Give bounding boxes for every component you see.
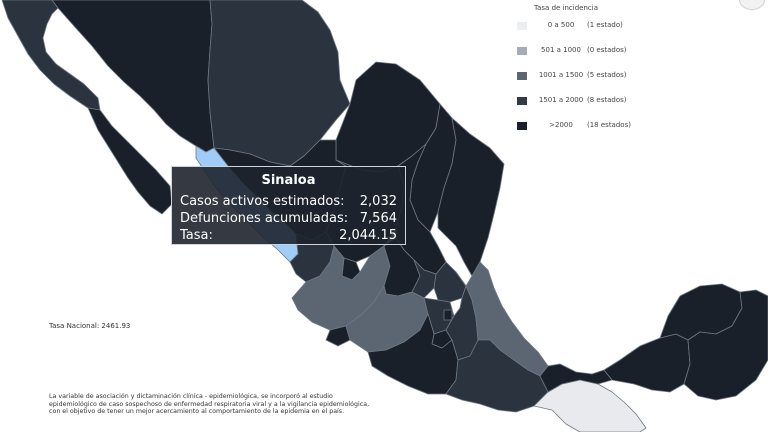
footnote: La variable de asociación y dictaminació… bbox=[49, 393, 449, 416]
legend-swatch bbox=[517, 97, 527, 105]
state-sonora[interactable] bbox=[51, 0, 215, 153]
legend-swatch bbox=[517, 122, 527, 130]
state-tooltip: Sinaloa Casos activos estimados: 2,032 D… bbox=[171, 166, 406, 245]
tooltip-label: Casos activos estimados: bbox=[180, 194, 345, 209]
legend-count: (18 estados) bbox=[587, 121, 631, 129]
legend-range: 501 a 1000 bbox=[541, 46, 581, 54]
state-colima[interactable] bbox=[325, 325, 351, 347]
tooltip-state-name: Sinaloa bbox=[261, 173, 316, 188]
state-queretaro[interactable] bbox=[411, 259, 437, 299]
tooltip-label: Defunciones acumuladas: bbox=[180, 211, 349, 226]
state-tamaulipas[interactable] bbox=[437, 117, 505, 277]
state-cdmx[interactable] bbox=[443, 309, 453, 321]
tooltip-value: 2,044.15 bbox=[339, 228, 397, 243]
legend-title: Tasa de incidencia bbox=[534, 4, 598, 12]
tooltip-row-rate: Tasa: 2,044.15 bbox=[180, 228, 397, 244]
footnote-line: con el objetivo de tener un mejor acerca… bbox=[49, 408, 345, 416]
legend-item: 0 a 500 (1 estado) bbox=[505, 21, 675, 31]
legend-count: (8 estados) bbox=[587, 96, 627, 104]
tooltip-row-active-cases: Casos activos estimados: 2,032 bbox=[180, 194, 397, 210]
legend-swatch bbox=[517, 72, 527, 80]
legend-count: (0 estados) bbox=[587, 46, 627, 54]
legend-swatch bbox=[517, 22, 527, 30]
national-rate: Tasa Nacional: 2461.93 bbox=[49, 322, 131, 330]
state-baja-california[interactable] bbox=[1, 0, 101, 111]
legend-range: 1501 a 2000 bbox=[538, 96, 584, 104]
legend-range: >2000 bbox=[549, 121, 573, 129]
footnote-line: epidemiológico de caso sospechoso de enf… bbox=[49, 400, 370, 408]
state-campeche[interactable] bbox=[603, 333, 691, 393]
tooltip-row-deaths: Defunciones acumuladas: 7,564 bbox=[180, 211, 397, 227]
tooltip-value: 7,564 bbox=[359, 211, 397, 226]
legend-item: 501 a 1000 (0 estados) bbox=[505, 46, 675, 56]
legend-item: >2000 (18 estados) bbox=[505, 121, 675, 131]
legend-range: 0 a 500 bbox=[547, 21, 575, 29]
legend-count: (1 estado) bbox=[587, 21, 623, 29]
footnote-line: La variable de asociación y dictaminació… bbox=[49, 393, 333, 400]
legend-range: 1001 a 1500 bbox=[538, 71, 584, 79]
tooltip-value: 2,032 bbox=[359, 194, 397, 209]
legend-item: 1501 a 2000 (8 estados) bbox=[505, 96, 675, 106]
state-guerrero[interactable] bbox=[367, 313, 459, 395]
state-quintana-roo[interactable] bbox=[683, 289, 768, 401]
legend-swatch bbox=[517, 47, 527, 55]
state-baja-california-sur[interactable] bbox=[87, 107, 173, 215]
legend-count: (5 estados) bbox=[587, 71, 627, 79]
tooltip-label: Tasa: bbox=[180, 228, 213, 243]
state-tabasco[interactable] bbox=[539, 363, 613, 393]
legend-item: 1001 a 1500 (5 estados) bbox=[505, 71, 675, 81]
